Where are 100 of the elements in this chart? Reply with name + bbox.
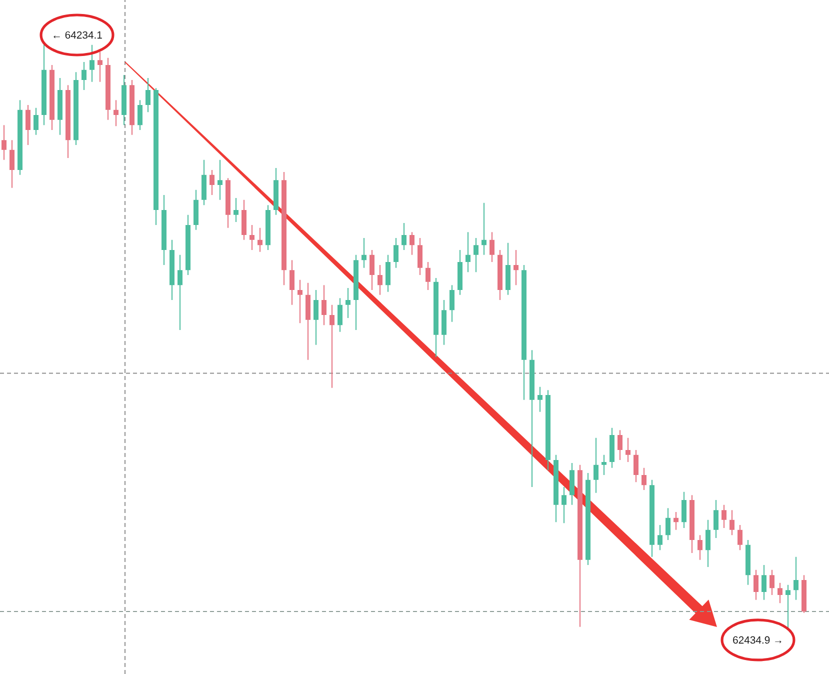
candlestick	[258, 228, 263, 252]
candlestick	[178, 254, 182, 330]
candlestick	[506, 242, 510, 295]
candlestick	[66, 85, 71, 158]
candlestick	[306, 282, 311, 360]
candlestick	[458, 250, 462, 295]
candlestick	[154, 88, 159, 225]
candlestick	[18, 100, 23, 175]
candlestick	[706, 520, 710, 568]
candlestick	[386, 254, 391, 292]
candlestick	[698, 535, 702, 560]
candlestick	[242, 200, 247, 240]
candlestick	[98, 52, 103, 82]
candlestick	[346, 288, 350, 318]
candlestick	[522, 264, 526, 400]
candlestick	[202, 160, 207, 206]
candlestick	[250, 224, 255, 250]
candlestick	[210, 170, 215, 196]
candlestick	[546, 390, 550, 470]
candlestick	[634, 450, 638, 482]
candlestick	[162, 195, 167, 265]
candlestick	[618, 430, 622, 460]
candlestick	[674, 512, 678, 530]
candlestick	[226, 178, 231, 228]
candlestick	[514, 250, 518, 286]
candlestick	[434, 278, 438, 357]
candlestick	[737, 525, 742, 550]
candlestick	[82, 62, 87, 90]
candlestick	[586, 473, 591, 566]
candlestick	[666, 508, 670, 540]
candlestick	[338, 298, 343, 332]
candlestick	[330, 304, 335, 388]
candlestick	[730, 510, 734, 536]
candlestick	[578, 464, 582, 627]
candlestick	[681, 492, 686, 528]
candlestick	[74, 72, 79, 145]
candlestick	[378, 264, 382, 295]
candlestick	[746, 540, 750, 585]
candlestick	[26, 104, 31, 145]
candlestick	[626, 438, 630, 462]
candlestick	[722, 504, 726, 528]
candlestick	[234, 198, 238, 222]
candlestick	[394, 238, 399, 268]
candlestick	[42, 43, 47, 126]
candlestick	[402, 223, 406, 250]
candlestick	[186, 214, 191, 276]
candlestick	[570, 462, 574, 505]
candlestick	[802, 575, 806, 613]
candlestick	[282, 172, 287, 286]
candlestick	[498, 250, 503, 300]
candlestick	[50, 64, 55, 130]
candlestick	[90, 44, 95, 82]
candlestick	[106, 58, 111, 120]
candlestick	[354, 254, 359, 330]
candlestick	[34, 108, 39, 135]
candlestick	[610, 428, 614, 468]
candlestick	[474, 238, 479, 272]
candlestick	[466, 232, 470, 272]
candlestick	[690, 495, 694, 554]
candlestick	[778, 582, 782, 604]
candlestick	[298, 280, 303, 324]
candlestick	[58, 78, 63, 135]
candlestick	[314, 290, 318, 345]
candlestick	[146, 78, 151, 112]
text: 62434.9 →	[733, 636, 782, 644]
candlestick	[554, 454, 558, 522]
candlestick	[642, 468, 646, 490]
candlestick	[410, 232, 414, 255]
candlestick	[650, 480, 654, 557]
candlestick	[793, 556, 798, 600]
candlestick	[130, 80, 135, 135]
candlestick	[194, 190, 199, 230]
candlestick	[10, 140, 15, 188]
candlestick	[218, 160, 223, 200]
candlestick	[290, 260, 294, 305]
candlestick	[450, 285, 455, 322]
candlestick	[594, 438, 598, 493]
candlestick	[370, 250, 374, 290]
candlestick	[418, 238, 423, 276]
candlestick	[2, 125, 7, 160]
text: ← 64234.1	[54, 31, 102, 39]
candlestick	[786, 584, 790, 628]
candlestick	[362, 238, 367, 268]
candlestick	[490, 232, 494, 262]
candlestick	[714, 500, 718, 538]
candlestick	[322, 285, 326, 326]
candlestick	[658, 525, 662, 550]
candlestick	[538, 386, 542, 412]
candlestick	[482, 202, 486, 255]
candlestick	[602, 454, 606, 475]
candlestick	[170, 240, 175, 300]
candlestick	[562, 487, 566, 524]
candlestick	[114, 100, 119, 126]
candlestick	[274, 168, 279, 215]
candlestick	[266, 205, 270, 250]
candlestick	[122, 75, 127, 126]
candlestick	[770, 570, 774, 595]
candlestick	[530, 350, 535, 488]
candlestick	[426, 262, 430, 290]
candlestick	[754, 570, 758, 600]
